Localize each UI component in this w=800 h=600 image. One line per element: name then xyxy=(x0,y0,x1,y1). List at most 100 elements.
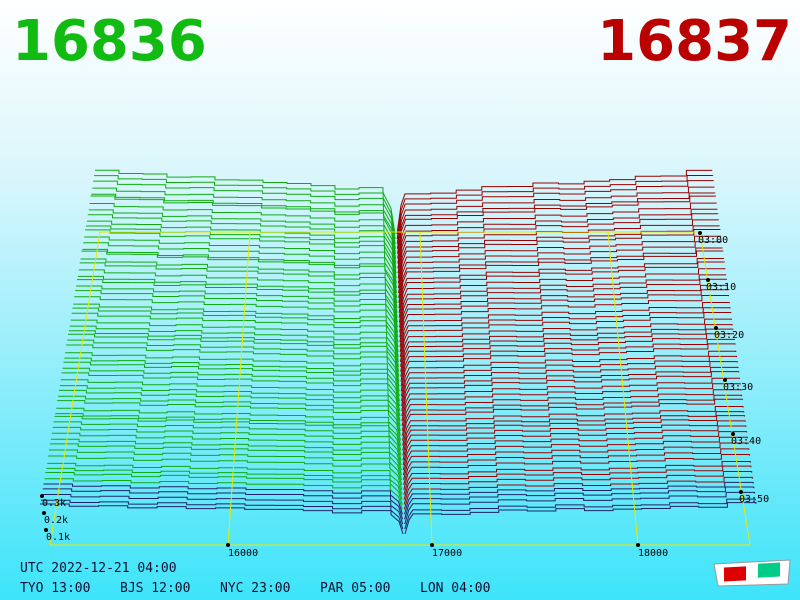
time-tick xyxy=(714,326,718,330)
bid-depth-line xyxy=(91,193,397,254)
volume-label: 0.2k xyxy=(44,515,68,526)
bid-depth-line xyxy=(42,488,404,520)
bid-depth-line xyxy=(59,385,401,426)
time-tick xyxy=(698,231,702,235)
price-grid-line xyxy=(419,231,433,546)
bid-depth-line xyxy=(60,379,401,421)
bid-depth-line xyxy=(78,269,398,323)
utc-clock: UTC 2022-12-21 04:00 xyxy=(20,561,177,576)
bid-depth-line xyxy=(66,344,400,392)
bid-depth-line xyxy=(49,443,403,481)
bid-depth-line xyxy=(52,426,402,466)
price-tick xyxy=(636,543,640,547)
bid-depth-line xyxy=(49,449,403,485)
time-label: 03:40 xyxy=(731,436,761,447)
ask-depth-line xyxy=(402,420,746,461)
ask-depth-line xyxy=(402,411,745,451)
bid-depth-line xyxy=(65,352,400,397)
ask-depth-line xyxy=(403,461,751,495)
bid-depth-line xyxy=(85,225,397,284)
bid-price: 16836 xyxy=(12,9,207,74)
ask-depth-line xyxy=(400,350,737,397)
bid-depth-line xyxy=(95,169,396,235)
bid-depth-line xyxy=(58,389,401,431)
bid-depth-line xyxy=(48,455,403,490)
bid-depth-line xyxy=(81,250,398,308)
ask-depth-line xyxy=(401,366,739,412)
ask-depth-line xyxy=(402,436,748,476)
bid-depth-line xyxy=(40,503,404,535)
time-tick xyxy=(723,378,727,382)
zone-clock: PAR 05:00 xyxy=(320,581,390,596)
ask-depth-line xyxy=(402,431,748,471)
bid-depth-line xyxy=(77,275,398,328)
zone-clock: TYO 13:00 xyxy=(20,581,90,596)
ask-depth-line xyxy=(401,383,741,426)
ask-depth-line xyxy=(398,247,723,303)
bid-depth-line xyxy=(54,415,402,456)
ask-depth-line xyxy=(400,338,735,387)
ask-price: 16837 xyxy=(597,9,792,74)
ask-depth-line xyxy=(402,398,743,441)
bid-depth-line xyxy=(87,214,397,274)
ask-depth-line xyxy=(400,318,732,367)
ask-depth-line xyxy=(403,471,753,505)
ask-depth-line xyxy=(404,491,756,525)
world-clocks: TYO 13:00 BJS 12:00 NYC 23:00 PAR 05:00 LON … xyxy=(20,581,490,596)
bid-depth-line xyxy=(76,279,399,333)
bid-depth-line xyxy=(43,483,403,515)
ask-depth-line xyxy=(399,289,729,343)
ask-depth-line xyxy=(398,261,725,318)
bid-depth-line xyxy=(61,372,401,417)
ask-depth-line xyxy=(403,465,752,500)
ask-depth-line xyxy=(396,180,714,244)
bid-depth-line xyxy=(67,333,400,382)
bid-depth-line xyxy=(69,325,400,372)
ask-depth-line xyxy=(399,295,730,348)
volume-label: 0.3k xyxy=(42,498,66,509)
ask-depth-line xyxy=(397,208,718,269)
ask-depth-line xyxy=(400,328,734,377)
ask-depth-line xyxy=(403,448,750,485)
ask-depth-line xyxy=(403,476,753,510)
ask-depth-line xyxy=(400,343,736,392)
bid-depth-line xyxy=(70,319,400,367)
ask-depth-line xyxy=(400,355,738,402)
time-label: 03:30 xyxy=(723,382,753,393)
ask-depth-line xyxy=(398,274,727,328)
bid-depth-line xyxy=(73,303,399,353)
ask-depth-line xyxy=(404,498,756,530)
ask-depth-line xyxy=(398,235,722,294)
bid-depth-line xyxy=(58,395,401,436)
time-label: 03:50 xyxy=(739,494,769,505)
ask-depth-line xyxy=(397,192,716,254)
ask-depth-line xyxy=(397,195,717,259)
ask-depth-line xyxy=(399,284,728,338)
bid-depth-line xyxy=(89,202,397,264)
time-tick xyxy=(731,432,735,436)
bid-depth-line xyxy=(63,361,401,407)
ask-depth-line xyxy=(398,241,722,299)
bid-depth-line xyxy=(90,195,397,259)
ask-depth-line xyxy=(396,174,714,239)
time-label: 03:20 xyxy=(714,330,744,341)
ask-depth-line xyxy=(403,481,754,515)
ask-depth-line xyxy=(398,268,726,323)
ask-depth-line xyxy=(397,229,721,289)
ask-depth-line xyxy=(397,225,720,284)
bid-depth-line xyxy=(74,296,399,348)
price-tick xyxy=(430,543,434,547)
ask-depth-line xyxy=(397,213,719,274)
bid-depth-line xyxy=(67,339,400,387)
bid-depth-line xyxy=(50,438,402,476)
ask-depth-line xyxy=(397,219,719,279)
bid-depth-line xyxy=(57,400,401,441)
bid-depth-line xyxy=(82,248,398,303)
ask-depth-line xyxy=(400,324,733,372)
3d-glasses-icon xyxy=(713,559,791,587)
zone-clock: BJS 12:00 xyxy=(120,581,190,596)
time-tick xyxy=(706,278,710,282)
bid-depth-line xyxy=(93,180,396,244)
ask-depth-line xyxy=(398,257,725,313)
